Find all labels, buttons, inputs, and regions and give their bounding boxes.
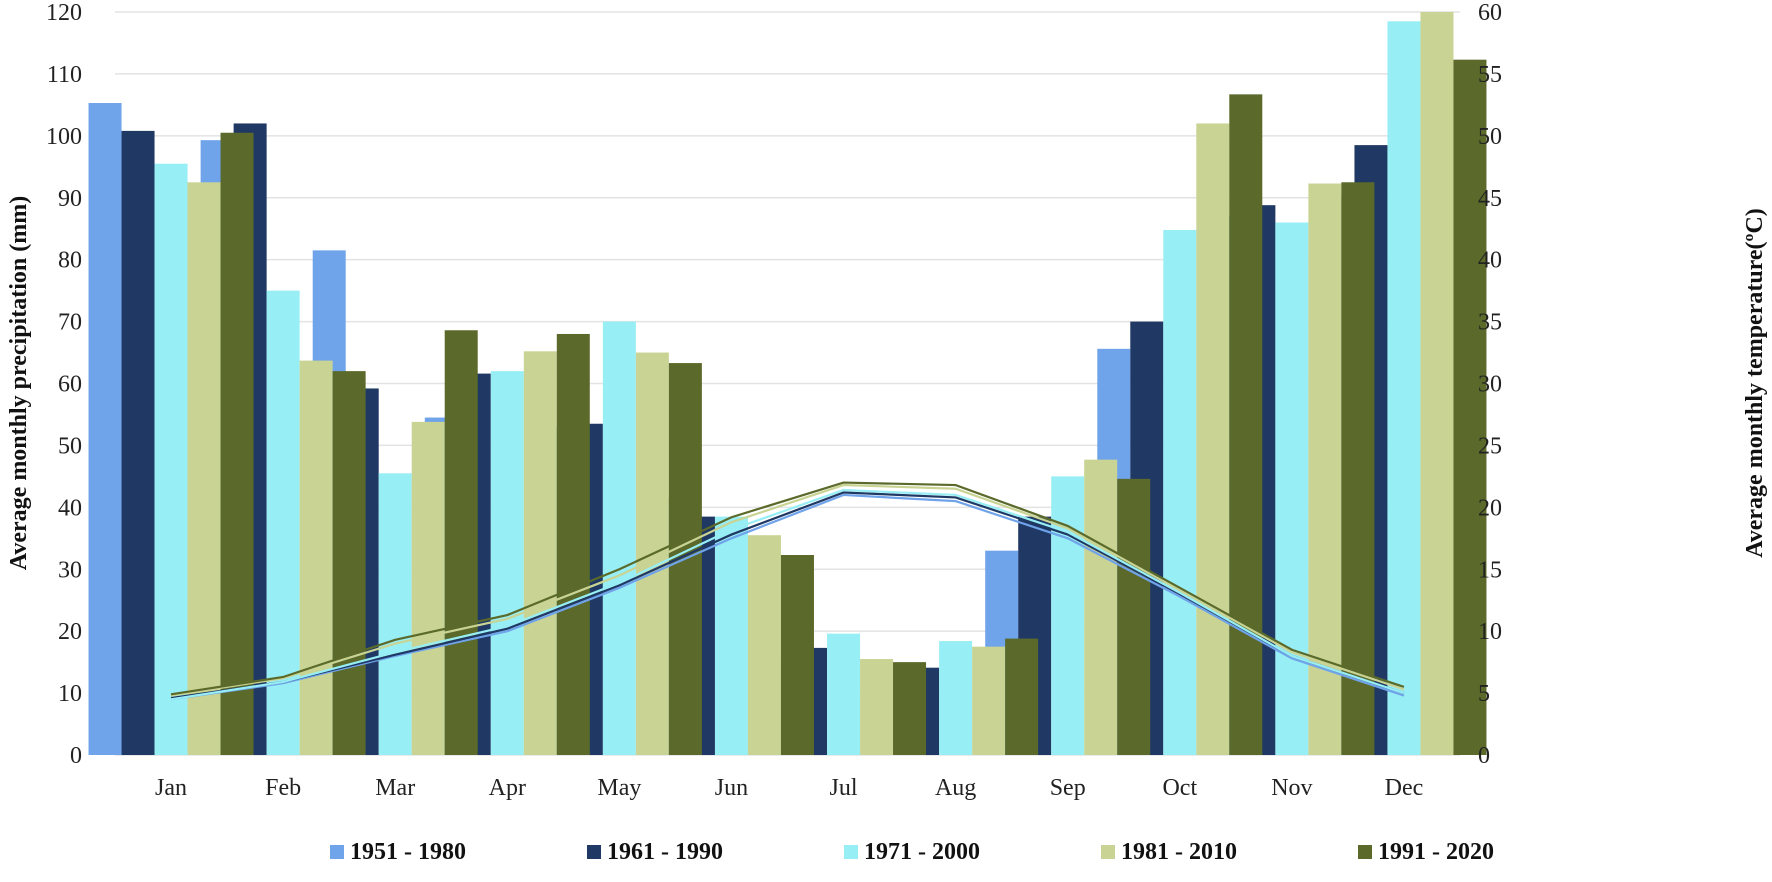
legend-label: 1961 - 1990 [607, 839, 723, 865]
x-tick-label: Jan [155, 775, 187, 801]
right-axis-title: Average monthly temperature(ºC) [1742, 208, 1768, 558]
temperature-line-1971-2000 [170, 488, 1405, 701]
x-tick-label: May [597, 775, 641, 801]
right-axis-ticks: 0 5 10 15 20 25 30 35 40 45 50 55 60 [1478, 0, 1502, 769]
temperature-line-1981-2010 [170, 483, 1405, 697]
bar-1971-2000-Jan [154, 163, 188, 756]
y2-tick-label: 50 [1478, 124, 1502, 150]
x-tick-label: Mar [375, 775, 415, 801]
legend-swatch [1358, 845, 1372, 859]
y2-tick-label: 45 [1478, 186, 1502, 212]
bar-1981-2010-Apr [523, 351, 557, 755]
legend-label: 1951 - 1980 [350, 839, 466, 865]
y-tick-label: 10 [58, 681, 82, 707]
bar-1971-2000-Apr [490, 371, 524, 755]
left-axis-ticks: 0 10 20 30 40 50 60 70 80 90 100 110 120 [46, 0, 82, 769]
y-tick-label: 100 [46, 124, 82, 150]
bar-1991-2020-Jun [780, 555, 814, 755]
left-axis-title: Average monthly precipitation (mm) [6, 196, 32, 570]
bar-1971-2000-Mar [378, 473, 412, 755]
x-tick-label: Feb [265, 775, 301, 801]
x-tick-label: Dec [1385, 775, 1424, 801]
x-tick-label: Apr [489, 775, 526, 801]
bar-1981-2010-Jun [747, 535, 781, 755]
bar-1991-2020-Feb [332, 371, 366, 755]
y-tick-label: 0 [70, 743, 82, 769]
bar-1971-2000-May [602, 321, 636, 755]
bar-1981-2010-Dec [1420, 12, 1454, 755]
y2-tick-label: 20 [1478, 495, 1502, 521]
bar-1971-2000-Oct [1163, 229, 1197, 756]
bar-1971-2000-Nov [1275, 222, 1309, 755]
legend-swatch [587, 845, 601, 859]
legend-swatch [330, 845, 344, 859]
temperature-line-1991-2020 [170, 481, 1405, 696]
bar-1991-2020-Jul [893, 662, 927, 755]
y-tick-label: 90 [58, 186, 82, 212]
bar-1991-2020-Apr [556, 333, 590, 755]
y-tick-label: 110 [47, 62, 82, 88]
bar-1991-2020-Mar [444, 330, 478, 755]
bar-1961-1990-Jan [121, 130, 155, 755]
legend-swatch [1101, 845, 1115, 859]
bar-1951-1980-Jan [88, 103, 122, 755]
y-tick-label: 60 [58, 372, 82, 398]
temperature-line-1951-1980 [170, 493, 1405, 701]
bar-1971-2000-Sep [1051, 476, 1085, 755]
bar-1981-2010-Sep [1084, 459, 1118, 755]
temperature-lines [170, 481, 1405, 701]
bar-1981-2010-Feb [299, 360, 333, 755]
x-tick-label: Oct [1162, 775, 1197, 801]
y2-tick-label: 35 [1478, 310, 1502, 336]
bar-1981-2010-Oct [1196, 123, 1230, 755]
bar-1981-2010-Mar [411, 421, 445, 755]
bar-1991-2020-Nov [1341, 182, 1375, 756]
y2-tick-label: 30 [1478, 372, 1502, 398]
y-tick-label: 20 [58, 619, 82, 645]
bar-1991-2020-Jan [220, 132, 254, 756]
y-tick-label: 50 [58, 433, 82, 459]
bar-1971-2000-Jul [827, 633, 861, 755]
bar-1991-2020-Aug [1005, 638, 1039, 755]
x-tick-label: Aug [935, 775, 976, 801]
y2-tick-label: 40 [1478, 248, 1502, 274]
y-tick-label: 40 [58, 495, 82, 521]
x-tick-label: Jun [715, 775, 748, 801]
bar-1981-2010-Jul [860, 659, 894, 755]
x-tick-label: Sep [1050, 775, 1086, 801]
x-tick-label: Jul [830, 775, 858, 801]
bar-1991-2020-Dec [1453, 59, 1487, 755]
y-tick-label: 120 [46, 0, 82, 26]
y2-tick-label: 10 [1478, 619, 1502, 645]
x-tick-label: Nov [1271, 775, 1312, 801]
legend-label: 1981 - 2010 [1121, 839, 1237, 865]
bar-1981-2010-Jan [187, 182, 221, 756]
legend-label: 1971 - 2000 [864, 839, 980, 865]
y2-tick-label: 25 [1478, 433, 1502, 459]
y2-tick-label: 55 [1478, 62, 1502, 88]
bar-1991-2020-Sep [1117, 478, 1151, 755]
bar-1981-2010-Aug [972, 646, 1006, 755]
bar-1971-2000-Jun [714, 516, 748, 755]
y-tick-label: 70 [58, 310, 82, 336]
legend: 1951 - 1980 1961 - 1990 1971 - 2000 1981 - … [330, 839, 1494, 865]
legend-label: 1991 - 2020 [1378, 839, 1494, 865]
y2-tick-label: 60 [1478, 0, 1502, 26]
y-tick-label: 30 [58, 557, 82, 583]
x-axis-ticks: Jan Feb Mar Apr May Jun Jul Aug Sep Oct Nov Dec [155, 775, 1423, 801]
y2-tick-label: 5 [1478, 681, 1490, 707]
legend-swatch [844, 845, 858, 859]
bar-1991-2020-Oct [1229, 94, 1263, 755]
y2-tick-label: 15 [1478, 557, 1502, 583]
y-tick-label: 80 [58, 248, 82, 274]
precipitation-bars [88, 12, 1487, 756]
bar-1971-2000-Dec [1387, 21, 1421, 756]
bar-1971-2000-Aug [939, 641, 973, 755]
y2-tick-label: 0 [1478, 743, 1490, 769]
